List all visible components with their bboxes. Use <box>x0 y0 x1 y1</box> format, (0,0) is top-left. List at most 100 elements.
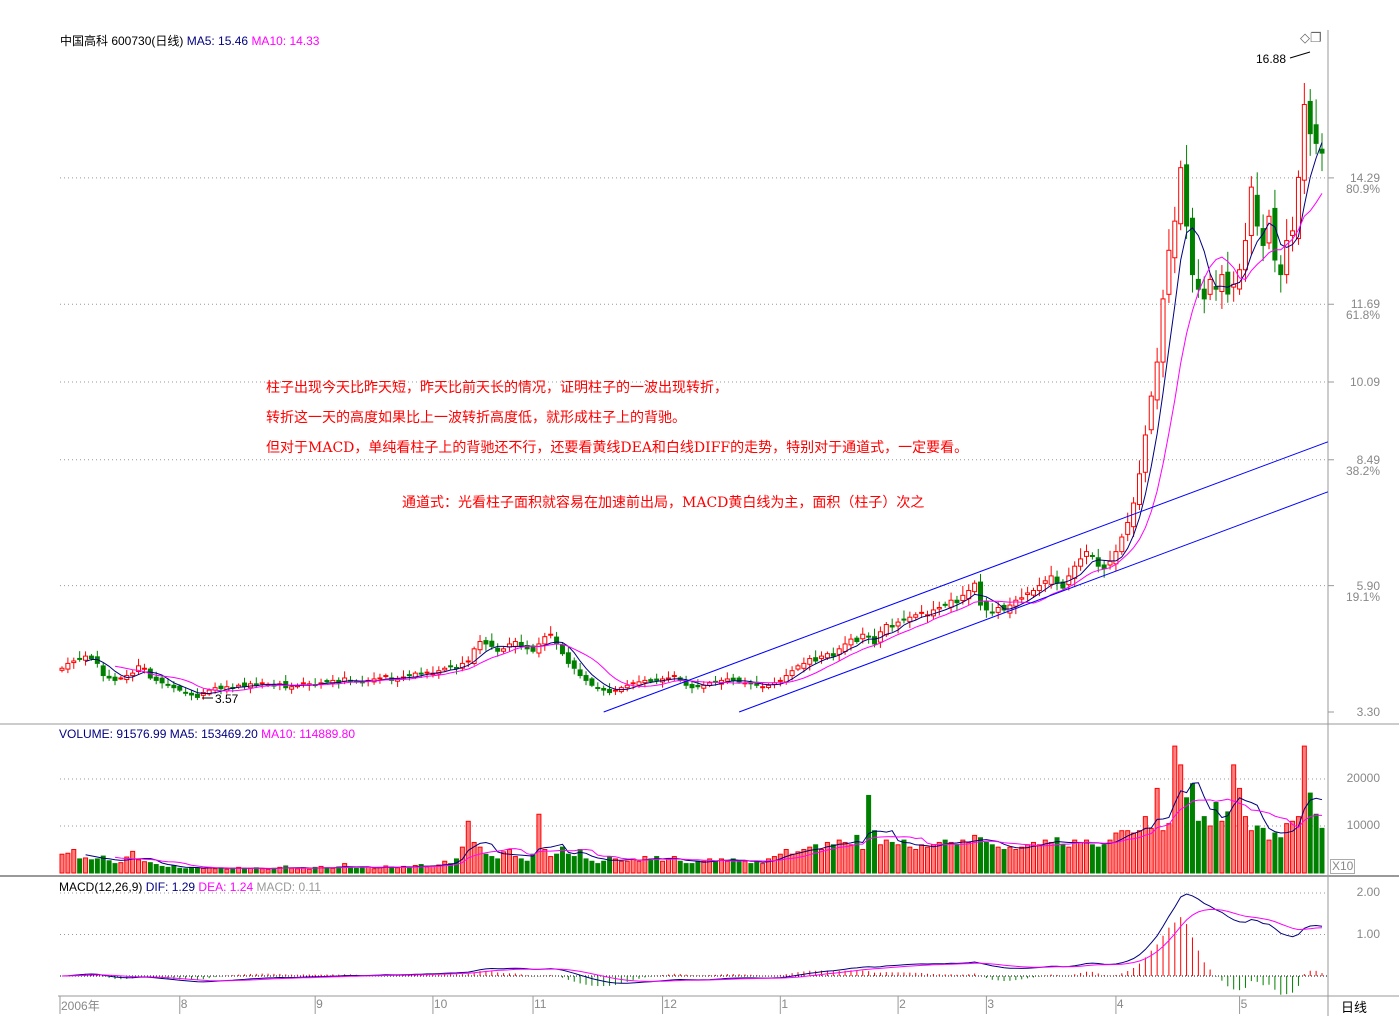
candle-body <box>153 676 159 681</box>
volume-bar <box>724 860 730 874</box>
month-label: 9 <box>316 997 323 1011</box>
candle-body <box>136 665 142 673</box>
volume-bar <box>1025 844 1031 874</box>
candle-body <box>883 624 889 636</box>
volume-bar <box>353 867 359 874</box>
candle-body <box>860 633 866 640</box>
candle-body <box>59 667 65 671</box>
volume-bar <box>983 841 989 874</box>
candle-body <box>854 637 860 643</box>
volume-bar <box>218 867 224 874</box>
volume-bar <box>654 856 660 874</box>
candle-body <box>489 640 495 647</box>
volume-bar <box>954 844 960 874</box>
candle-body <box>536 643 542 654</box>
volume-tick-label: 10000 <box>1346 818 1380 832</box>
candle-body <box>88 655 94 660</box>
candle-body <box>100 665 106 677</box>
volume-bar <box>389 866 395 874</box>
volume-bar <box>836 839 842 874</box>
candle-body <box>324 680 330 683</box>
volume-bar <box>94 858 100 874</box>
candle-body <box>642 679 648 684</box>
volume-bar <box>754 860 760 874</box>
period-selector[interactable]: 日线 <box>1341 1000 1368 1015</box>
volume-bar <box>477 846 483 874</box>
month-label: 1 <box>781 997 788 1011</box>
volume-bar <box>612 858 618 874</box>
volume-bar <box>854 834 860 874</box>
volume-bar <box>742 860 748 874</box>
candle-body <box>130 672 136 677</box>
candle-body <box>624 684 630 689</box>
volume-bar <box>489 856 495 874</box>
candle-body <box>1195 278 1201 290</box>
fib-percent: 38.2% <box>1345 463 1380 478</box>
volume-bar <box>59 853 65 874</box>
candle-body <box>1278 264 1284 276</box>
volume-bar <box>1242 816 1248 874</box>
candle-body <box>406 674 412 677</box>
volume-bar <box>618 860 624 874</box>
volume-ma10: MA10: 114889.80 <box>261 727 356 741</box>
volume-bar <box>936 841 942 874</box>
volume-bar <box>630 858 636 874</box>
diamond-icon[interactable]: ◇ <box>1300 30 1310 45</box>
candle-body <box>730 677 736 681</box>
candle-body <box>141 667 147 670</box>
candle-body <box>583 675 589 681</box>
candle-body <box>983 601 989 611</box>
price-tick-label: 3.30 <box>1328 706 1380 718</box>
volume-bar <box>448 863 454 874</box>
candle-body <box>1013 599 1019 607</box>
candle-body <box>978 581 984 606</box>
price-tick-label: 5.90 19.1% <box>1328 580 1380 604</box>
candle-body <box>671 675 677 678</box>
candle-body <box>1083 551 1089 557</box>
candle-body <box>1301 104 1307 181</box>
volume-bar <box>1254 825 1260 874</box>
month-label: 12 <box>663 997 677 1011</box>
candle-body <box>159 677 165 684</box>
candle-body <box>330 679 336 684</box>
volume-bar <box>495 858 501 874</box>
volume-bar <box>247 867 253 874</box>
volume-bar <box>1072 839 1078 874</box>
candle-body <box>442 667 448 671</box>
volume-bar <box>677 860 683 874</box>
candle-body <box>183 691 189 694</box>
restore-window-icon[interactable]: ❐ <box>1310 30 1322 45</box>
candle-body <box>1201 288 1207 300</box>
high-price-marker: 16.88 <box>1256 52 1287 66</box>
volume-bar <box>589 860 595 874</box>
volume-bar <box>412 864 418 874</box>
volume-value: VOLUME: 91576.99 <box>59 727 167 741</box>
candle-body <box>1307 100 1313 135</box>
fib-percent: 61.8% <box>1345 308 1380 323</box>
candle-body <box>689 684 695 689</box>
high-marker-arrow <box>1289 51 1311 59</box>
volume-bar <box>453 858 459 874</box>
volume-bar <box>342 863 348 874</box>
candle-body <box>1213 286 1219 290</box>
candle-body <box>1125 521 1131 535</box>
volume-bar <box>683 863 689 874</box>
volume-bar <box>318 865 324 874</box>
candle-body <box>1290 230 1296 237</box>
candle-body <box>1054 576 1060 584</box>
ma5-value: MA5: 15.46 <box>186 34 249 48</box>
volume-bar <box>978 837 984 874</box>
candle-body <box>171 684 177 689</box>
volume-bar <box>112 863 118 874</box>
volume-bar <box>224 868 230 874</box>
fib-percent: 19.1% <box>1345 589 1380 604</box>
macd-tick-label: 2.00 <box>1356 885 1380 899</box>
candle-body <box>1154 361 1160 401</box>
volume-bar <box>77 858 83 874</box>
price-tick-label: 10.09 <box>1328 376 1380 388</box>
candle-body <box>1060 581 1066 589</box>
candle-body <box>65 662 71 670</box>
candle-body <box>1248 186 1254 237</box>
volume-bar <box>524 860 530 874</box>
